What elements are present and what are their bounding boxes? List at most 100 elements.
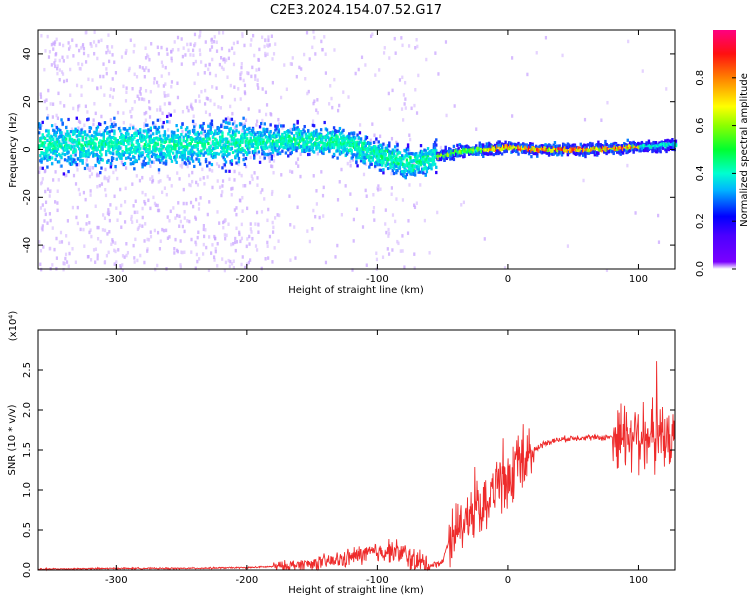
spectrogram-cell	[289, 223, 292, 227]
spectrogram-cell	[54, 146, 57, 150]
spectrogram-cell	[38, 144, 41, 148]
spectrogram-cell	[115, 206, 118, 210]
spectrogram-cell	[190, 102, 193, 107]
spectrogram-cell	[225, 149, 229, 154]
spectrogram-cell	[247, 260, 251, 265]
spectrogram-cell	[168, 120, 171, 124]
spectrogram-cell	[81, 144, 84, 148]
spectrogram-cell	[163, 130, 167, 134]
spectrogram-cell	[143, 111, 146, 116]
spectrogram-cell	[120, 55, 124, 59]
spectrogram-cell	[180, 37, 183, 41]
spectrogram-cell	[307, 129, 310, 133]
spectrogram-cell	[162, 84, 165, 88]
spectrogram-cell	[77, 187, 80, 192]
spectrogram-cell	[146, 135, 149, 139]
spectrogram-cell	[64, 252, 68, 257]
spectrogram-cell	[208, 62, 211, 67]
spectrogram-cell	[198, 99, 201, 104]
spectrogram-cell	[423, 218, 426, 223]
spectrogram-cell	[340, 212, 343, 217]
spectrogram-cell	[120, 156, 123, 160]
spectrogram-cell	[240, 173, 243, 178]
spectrogram-cell	[145, 110, 148, 115]
spectrogram-cell	[234, 240, 237, 245]
spectrogram-cell	[264, 53, 267, 58]
spectrogram-cell	[352, 153, 356, 157]
spectrogram-cell	[174, 135, 177, 139]
spectrogram-cell	[341, 142, 344, 146]
spectrogram-cell	[364, 162, 367, 166]
spectrogram-cell	[136, 210, 139, 215]
spectrogram-cell	[201, 124, 204, 129]
spectrogram-cell	[449, 157, 452, 161]
spectrogram-cell	[237, 162, 240, 167]
spectrogram-cell	[102, 213, 105, 217]
spectrogram-cell	[204, 88, 207, 93]
spectrogram-cell	[384, 222, 387, 226]
spectrogram-cell	[109, 102, 112, 107]
spectrogram-cell	[392, 154, 396, 158]
spectrogram-cell	[198, 153, 202, 157]
spectrogram-cell	[401, 43, 404, 48]
spectrogram-cell	[206, 212, 209, 217]
spectrogram-cell	[234, 133, 237, 137]
spectrogram-cell	[107, 136, 110, 140]
spectrogram-cell	[308, 136, 311, 140]
spectrogram-cell	[112, 170, 115, 175]
spectrogram-cell	[243, 43, 246, 48]
spectrogram-cell	[104, 167, 107, 172]
spectrogram-cell	[225, 148, 229, 152]
spectrogram-cell	[97, 141, 101, 145]
spectrogram-cell	[612, 151, 615, 156]
spectrogram-cell	[157, 208, 161, 213]
spectrogram-cell	[141, 206, 144, 211]
spectrogram-cell	[141, 152, 144, 157]
spectrogram-cell	[115, 157, 118, 161]
spectrogram-cell	[63, 152, 67, 157]
spectrogram-cell	[593, 153, 597, 157]
spectrogram-cell	[160, 148, 163, 152]
spectrogram-cell	[132, 49, 135, 54]
spectrogram-cell	[272, 131, 276, 136]
spectrogram-cell	[201, 167, 204, 172]
spectrogram-cell	[423, 163, 426, 167]
spectrogram-cell	[39, 126, 42, 130]
spectrogram-cell	[103, 175, 106, 179]
spectrogram-cell	[40, 160, 43, 164]
spectrogram-cell	[553, 141, 557, 145]
spectrogram-cell	[86, 110, 89, 114]
spectrogram-cell	[260, 121, 263, 126]
spectrogram-cell	[60, 118, 63, 122]
spectrogram-cell	[258, 125, 262, 129]
spectrogram-cell	[418, 170, 422, 174]
spectrogram-cell	[243, 124, 246, 129]
spectrogram-cell	[227, 140, 230, 144]
spectrogram-cell	[211, 155, 215, 160]
spectrogram-cell	[109, 118, 112, 122]
spectrogram-cell	[194, 122, 197, 127]
spectrogram-cell	[586, 143, 590, 147]
spectrogram-cell	[98, 183, 101, 188]
spectrogram-cell	[268, 145, 271, 149]
spectrogram-cell	[42, 245, 45, 249]
spectrogram-cell	[271, 164, 274, 169]
spectrogram-cell	[104, 150, 108, 154]
spectrogram-cell	[647, 139, 651, 143]
spectrogram-cell	[108, 59, 111, 64]
spectrogram-cell	[177, 150, 181, 155]
spectrogram-cell	[271, 80, 274, 85]
spectrogram-cell	[103, 121, 107, 125]
spectrogram-cell	[148, 57, 151, 62]
spectrogram-cell	[351, 268, 354, 272]
spectrogram-cell	[110, 129, 114, 133]
spectrogram-cell	[53, 64, 57, 69]
spectrogram-cell	[68, 140, 71, 144]
spectrogram-cell	[198, 162, 202, 166]
spectrogram-cell	[385, 144, 388, 148]
spectrogram-cell	[138, 223, 141, 228]
spectrogram-cell	[71, 205, 74, 210]
spectrogram-cell	[241, 255, 244, 259]
spectrogram-cell	[233, 85, 236, 89]
spectrogram-cell	[364, 63, 367, 67]
